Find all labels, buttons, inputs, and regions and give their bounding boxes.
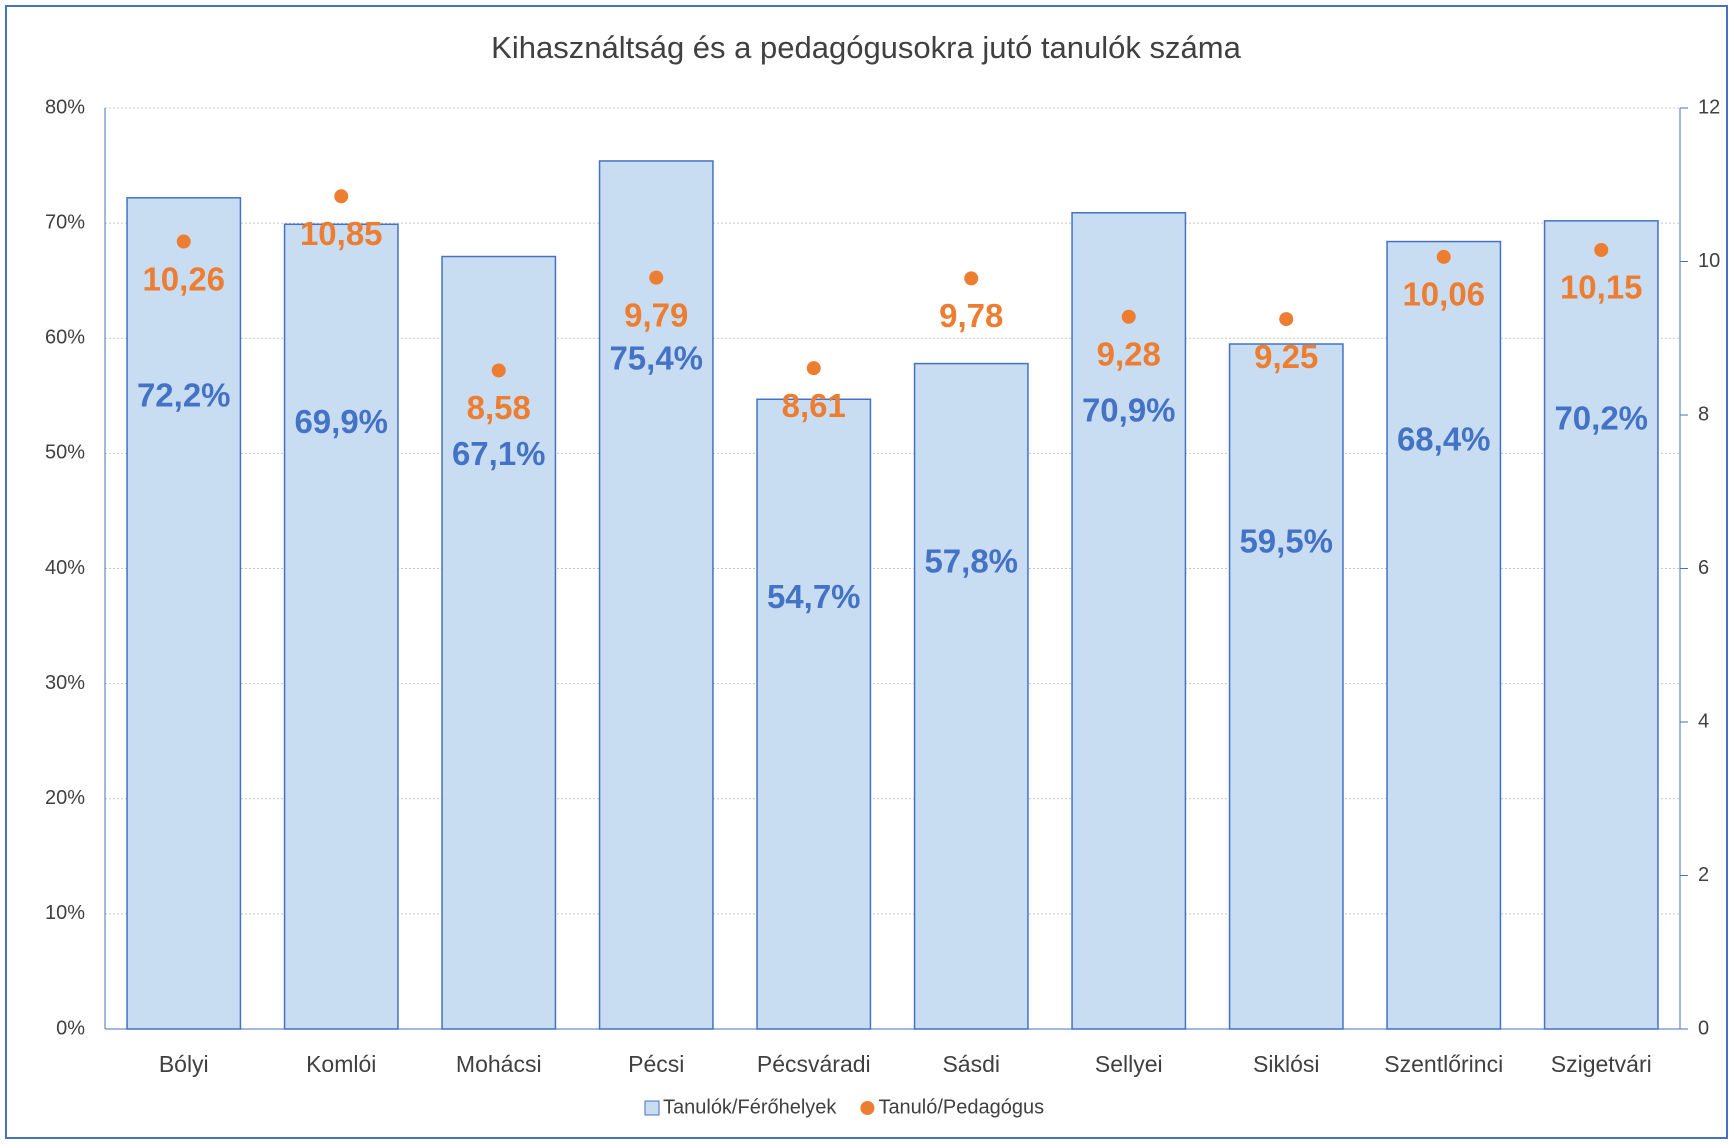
bar	[913, 362, 1029, 1030]
legend-label: Tanulók/Férőhelyek	[663, 1096, 837, 1118]
y-tick-label: 50%	[45, 442, 85, 464]
y-tick-label: 70%	[45, 211, 85, 233]
dot-label: 10,15	[1560, 269, 1643, 306]
y2-tick-label: 2	[1698, 864, 1709, 886]
dot	[1436, 249, 1451, 264]
dot-label: 8,58	[467, 389, 531, 426]
x-tick-label: Komlói	[306, 1051, 376, 1077]
dot-label: 9,25	[1254, 338, 1318, 375]
bar	[1386, 240, 1502, 1030]
bar	[126, 197, 242, 1030]
bar-label: 67,1%	[452, 435, 546, 472]
legend-swatch	[644, 1100, 660, 1116]
dot	[334, 189, 349, 204]
dot	[491, 363, 506, 378]
legend-swatch	[860, 1101, 875, 1115]
dot	[1594, 242, 1609, 257]
dot-label: 9,78	[939, 297, 1003, 334]
bar-label: 68,4%	[1397, 420, 1491, 457]
x-tick-label: Sásdi	[942, 1051, 1000, 1077]
x-tick-label: Siklósi	[1253, 1051, 1319, 1077]
x-tick-label: Pécsváradi	[757, 1051, 871, 1077]
bar	[283, 223, 399, 1030]
y-tick-label: 0%	[56, 1017, 85, 1039]
y2-tick-label: 8	[1698, 403, 1709, 425]
bar	[1228, 343, 1344, 1030]
bar	[1071, 212, 1187, 1030]
bar-label: 69,9%	[294, 403, 388, 440]
dot-label: 9,79	[624, 296, 688, 333]
bar-label: 75,4%	[609, 340, 703, 377]
x-tick-label: Mohácsi	[456, 1051, 542, 1077]
bar	[598, 160, 714, 1030]
dot	[176, 234, 191, 249]
y2-tick-label: 0	[1698, 1017, 1709, 1039]
dot-label: 10,85	[300, 215, 383, 252]
bar-label: 70,9%	[1082, 391, 1176, 428]
y2-tick-label: 10	[1698, 250, 1720, 272]
dot	[806, 361, 821, 376]
y-tick-label: 60%	[45, 327, 85, 349]
x-tick-label: Szigetvári	[1551, 1051, 1652, 1077]
bar	[1543, 220, 1659, 1030]
bar-label: 59,5%	[1239, 523, 1333, 560]
y-tick-label: 30%	[45, 672, 85, 694]
x-tick-label: Szentlőrinci	[1384, 1051, 1503, 1077]
y-tick-label: 40%	[45, 557, 85, 579]
y2-tick-label: 6	[1698, 557, 1709, 579]
bar	[756, 398, 872, 1030]
bar-label: 54,7%	[767, 578, 861, 615]
bar-label: 57,8%	[924, 542, 1018, 579]
x-tick-label: Sellyei	[1095, 1051, 1163, 1077]
x-tick-label: Bólyi	[159, 1051, 209, 1077]
bar	[441, 255, 557, 1030]
y2-tick-label: 4	[1698, 710, 1709, 732]
dot	[1279, 312, 1294, 327]
dot	[964, 271, 979, 286]
bar-label: 70,2%	[1554, 400, 1648, 437]
y2-tick-label: 12	[1698, 96, 1720, 118]
dot-label: 10,26	[142, 260, 225, 297]
y-tick-label: 10%	[45, 902, 85, 924]
dot-label: 9,28	[1097, 335, 1161, 372]
chart-title: Kihasználtság és a pedagógusokra jutó ta…	[491, 30, 1241, 65]
bar-label: 72,2%	[137, 377, 231, 414]
y-tick-label: 20%	[45, 787, 85, 809]
dot-label: 10,06	[1402, 276, 1485, 313]
y-tick-label: 80%	[45, 96, 85, 118]
dot-label: 8,61	[782, 387, 846, 424]
legend-label: Tanuló/Pedagógus	[878, 1096, 1044, 1118]
dot	[649, 270, 664, 285]
dot	[1121, 309, 1136, 324]
x-tick-label: Pécsi	[628, 1051, 684, 1077]
